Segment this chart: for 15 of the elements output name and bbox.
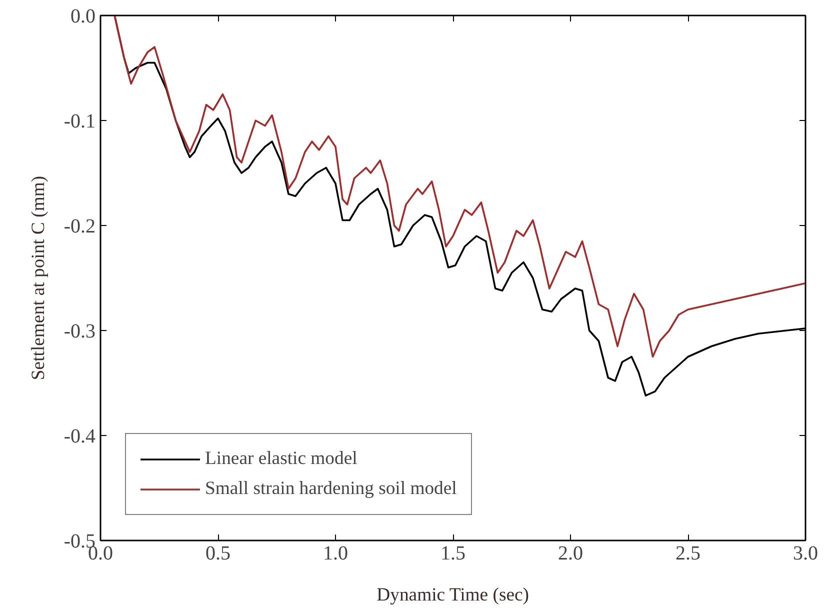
- legend-label: Linear elastic model: [205, 448, 358, 470]
- y-tick-label: -0.4: [64, 426, 96, 448]
- y-tick-label: 0.0: [70, 6, 96, 28]
- x-tick-label: 1.0: [323, 542, 348, 564]
- y-tick-label: -0.1: [64, 110, 96, 132]
- x-tick-label: 0.5: [206, 542, 230, 564]
- x-tick-label: 2.5: [676, 542, 700, 564]
- y-tick-label: -0.2: [64, 216, 96, 238]
- legend-label: Small strain hardening soil model: [205, 478, 457, 500]
- x-tick-label: 1.5: [440, 542, 466, 564]
- y-axis-title: Settlement at point C (mm): [28, 176, 49, 380]
- x-axis-title: Dynamic Time (sec): [376, 584, 530, 606]
- y-tick-label: -0.3: [64, 320, 96, 342]
- x-tick-label: 3.0: [793, 542, 818, 564]
- x-tick-label: 2.0: [558, 542, 583, 564]
